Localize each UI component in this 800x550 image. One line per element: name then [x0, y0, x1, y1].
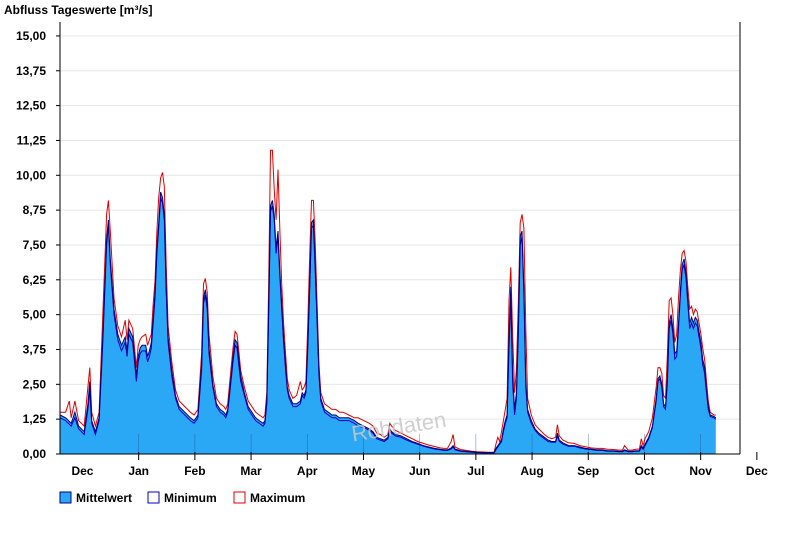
- y-tick-label: 12,50: [16, 99, 46, 113]
- x-tick-label: Jan: [128, 464, 149, 478]
- x-tick-label: Dec: [746, 464, 768, 478]
- y-tick-label: 0,00: [23, 447, 47, 461]
- series-mittelwert-area: [60, 192, 716, 454]
- x-tick-label: May: [352, 464, 376, 478]
- legend-swatch: [59, 491, 72, 504]
- y-tick-label: 1,25: [23, 412, 47, 426]
- x-tick-label: Dec: [71, 464, 93, 478]
- legend-label: Mittelwert: [76, 491, 132, 505]
- y-tick-label: 10,00: [16, 168, 46, 182]
- x-tick-label: Aug: [520, 464, 543, 478]
- x-tick-label: Nov: [689, 464, 712, 478]
- x-tick-label: Feb: [184, 464, 205, 478]
- y-tick-label: 11,25: [17, 133, 47, 147]
- x-tick-label: Jun: [409, 464, 430, 478]
- y-tick-label: 5,00: [23, 308, 47, 322]
- x-axis-months: Dec Jan Feb Mar Apr May Jun Jul Aug Sep Oct Nov Dec: [71, 452, 768, 478]
- axes: [59, 22, 741, 455]
- x-tick-label: Oct: [634, 464, 654, 478]
- x-tick-label: Apr: [297, 464, 318, 478]
- x-tick-label: Sep: [577, 464, 599, 478]
- legend-label: Minimum: [164, 491, 217, 505]
- y-tick-label: 8,75: [23, 203, 47, 217]
- y-tick-label: 2,50: [23, 377, 47, 391]
- y-tick-label: 15,00: [16, 29, 46, 43]
- x-tick-label: Mar: [240, 464, 262, 478]
- legend: Mittelwert Minimum Maximum: [59, 491, 305, 505]
- y-tick-label: 6,25: [23, 273, 47, 287]
- chart-title: Abfluss Tageswerte [m³/s]: [4, 3, 152, 17]
- legend-label: Maximum: [250, 491, 305, 505]
- y-tick-label: 7,50: [23, 238, 47, 252]
- legend-swatch: [233, 491, 246, 504]
- y-tick-label: 3,75: [23, 342, 47, 356]
- y-axis-ticks: 0,00 1,25 2,50 3,75 5,00 6,25 7,50 8,75 10,00 11,…: [16, 29, 60, 461]
- series-mittelwert-line: [59, 191, 717, 454]
- legend-swatch: [147, 491, 160, 504]
- y-tick-label: 13,75: [16, 64, 46, 78]
- x-tick-label: Jul: [467, 464, 484, 478]
- series-maximum-line: [60, 149, 716, 453]
- series-area: [59, 149, 717, 454]
